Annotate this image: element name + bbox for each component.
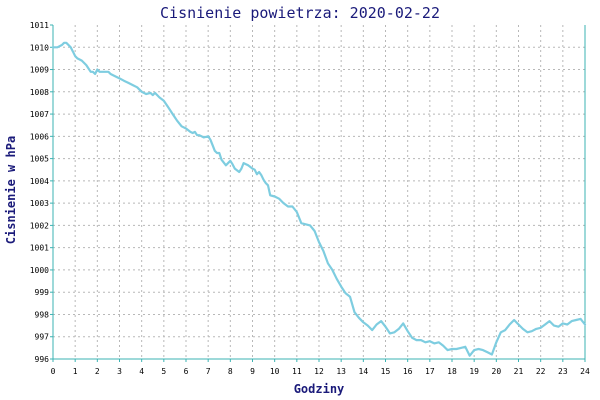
x-tick-label: 8 — [228, 367, 233, 376]
x-tick-label: 22 — [536, 367, 546, 376]
y-tick-label: 1006 — [30, 132, 49, 141]
x-tick-label: 2 — [95, 367, 100, 376]
x-tick-label: 4 — [139, 367, 144, 376]
x-tick-labels: 0 1 2 3 4 5 6 7 8 9 10 11 12 13 14 15 16 17 18 19 20 21 22 23 24 — [51, 367, 590, 376]
y-tick-label: 1007 — [30, 110, 49, 119]
y-tick-label: 1004 — [30, 177, 49, 186]
y-tick-label: 1003 — [30, 199, 49, 208]
y-tick-label: 1002 — [30, 221, 49, 230]
x-tick-label: 5 — [161, 367, 166, 376]
x-tick-label: 19 — [469, 367, 479, 376]
y-tick-label: 1005 — [30, 155, 49, 164]
x-tick-label: 6 — [184, 367, 189, 376]
y-tick-label: 997 — [35, 333, 50, 342]
x-tick-label: 18 — [447, 367, 457, 376]
x-tick-label: 14 — [359, 367, 369, 376]
y-tick-label: 1001 — [30, 244, 49, 253]
x-tick-label: 3 — [117, 367, 122, 376]
pressure-series-line — [51, 41, 587, 357]
x-tick-label: 9 — [250, 367, 255, 376]
x-tick-label: 21 — [514, 367, 524, 376]
x-tick-label: 15 — [381, 367, 391, 376]
x-tick-label: 24 — [580, 367, 590, 376]
x-tick-label: 0 — [51, 367, 56, 376]
x-axis-label: Godziny — [294, 382, 345, 396]
y-tick-label: 998 — [35, 310, 50, 319]
x-tick-label: 10 — [270, 367, 280, 376]
x-tick-label: 23 — [558, 367, 568, 376]
y-tick-label: 999 — [35, 288, 50, 297]
y-tick-label: 1010 — [30, 43, 49, 52]
x-tick-label: 11 — [292, 367, 302, 376]
x-tick-label: 16 — [403, 367, 413, 376]
y-tick-labels: 996 997 998 999 1000 1001 1002 1003 1004 1005 1006… — [30, 21, 49, 364]
y-tick-label: 1009 — [30, 66, 49, 75]
x-tick-label: 12 — [314, 367, 324, 376]
y-tick-label: 1011 — [30, 21, 49, 30]
x-tick-label: 20 — [492, 367, 502, 376]
y-tick-label: 996 — [35, 355, 50, 364]
x-tick-label: 1 — [73, 367, 78, 376]
grid — [53, 25, 585, 359]
y-tick-label: 1000 — [30, 266, 49, 275]
x-tick-label: 17 — [425, 367, 435, 376]
chart-title: Cisnienie powietrza: 2020-02-22 — [160, 4, 440, 22]
axes — [50, 24, 586, 362]
y-axis-label: Cisnienie w hPa — [4, 136, 18, 244]
x-tick-label: 7 — [206, 367, 211, 376]
x-tick-label: 13 — [336, 367, 346, 376]
y-tick-label: 1008 — [30, 88, 49, 97]
